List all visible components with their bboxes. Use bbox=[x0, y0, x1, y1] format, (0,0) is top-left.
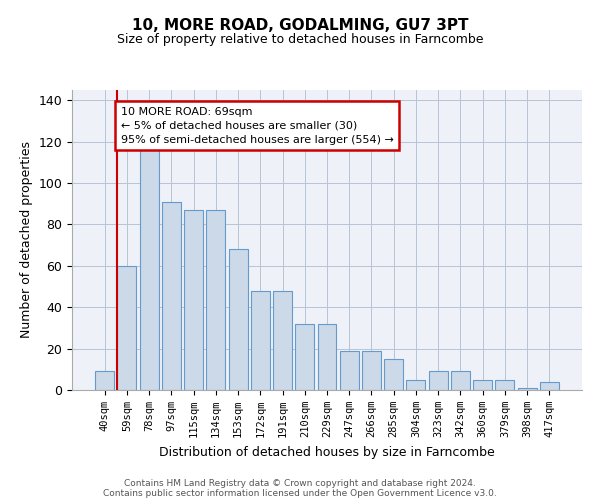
Bar bbox=[540, 382, 559, 390]
Bar bbox=[229, 250, 248, 390]
Bar bbox=[251, 290, 270, 390]
Bar bbox=[473, 380, 492, 390]
Text: 10 MORE ROAD: 69sqm
← 5% of detached houses are smaller (30)
95% of semi-detache: 10 MORE ROAD: 69sqm ← 5% of detached hou… bbox=[121, 106, 394, 144]
Bar bbox=[406, 380, 425, 390]
Text: 10, MORE ROAD, GODALMING, GU7 3PT: 10, MORE ROAD, GODALMING, GU7 3PT bbox=[132, 18, 468, 32]
Text: Size of property relative to detached houses in Farncombe: Size of property relative to detached ho… bbox=[117, 32, 483, 46]
Bar bbox=[317, 324, 337, 390]
Bar bbox=[362, 350, 381, 390]
Bar bbox=[184, 210, 203, 390]
Bar bbox=[273, 290, 292, 390]
Bar bbox=[118, 266, 136, 390]
Bar bbox=[295, 324, 314, 390]
Bar bbox=[95, 372, 114, 390]
Bar bbox=[162, 202, 181, 390]
Bar bbox=[429, 372, 448, 390]
Bar bbox=[518, 388, 536, 390]
Bar bbox=[451, 372, 470, 390]
Bar bbox=[206, 210, 225, 390]
Bar bbox=[340, 350, 359, 390]
Bar bbox=[384, 359, 403, 390]
Bar bbox=[140, 148, 158, 390]
Text: Contains HM Land Registry data © Crown copyright and database right 2024.: Contains HM Land Registry data © Crown c… bbox=[124, 478, 476, 488]
Y-axis label: Number of detached properties: Number of detached properties bbox=[20, 142, 33, 338]
Bar bbox=[496, 380, 514, 390]
Text: Contains public sector information licensed under the Open Government Licence v3: Contains public sector information licen… bbox=[103, 488, 497, 498]
X-axis label: Distribution of detached houses by size in Farncombe: Distribution of detached houses by size … bbox=[159, 446, 495, 458]
